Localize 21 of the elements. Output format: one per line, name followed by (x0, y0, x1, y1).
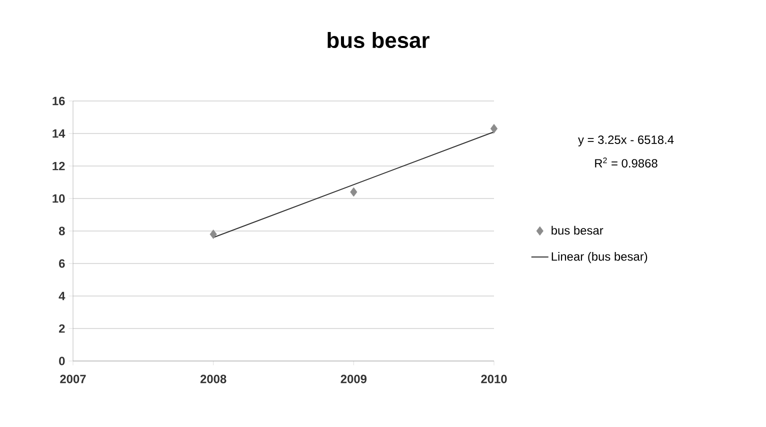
legend-label: Linear (bus besar) (552, 252, 648, 264)
x-tick-label: 2007 (60, 374, 86, 384)
text: R$^{2}$ = 0.9868 (595, 158, 658, 168)
point (490, 124, 498, 134)
y-tick-label: 6 (59, 259, 65, 268)
x-tick-label: 2009 (340, 374, 367, 384)
point (350, 187, 358, 197)
y-tick-label: 14 (52, 129, 66, 138)
y-tick-label: 2 (59, 324, 65, 333)
y-tick-label: 4 (58, 292, 66, 300)
chart-title: bus besar (328, 32, 430, 48)
x-tick-label: 2010 (481, 374, 507, 384)
legend-label: bus besar (552, 226, 604, 235)
y-tick-label: 12 (52, 162, 65, 170)
x-tick-label: 2008 (200, 374, 226, 384)
point (210, 230, 217, 239)
y-tick-label: 8 (58, 226, 65, 236)
y-tick-label: 0 (59, 356, 65, 366)
text: y = 3.25x - 6518.4 (578, 136, 674, 146)
y-tick-label: 16 (52, 96, 65, 106)
y-tick-label: 10 (52, 194, 65, 203)
